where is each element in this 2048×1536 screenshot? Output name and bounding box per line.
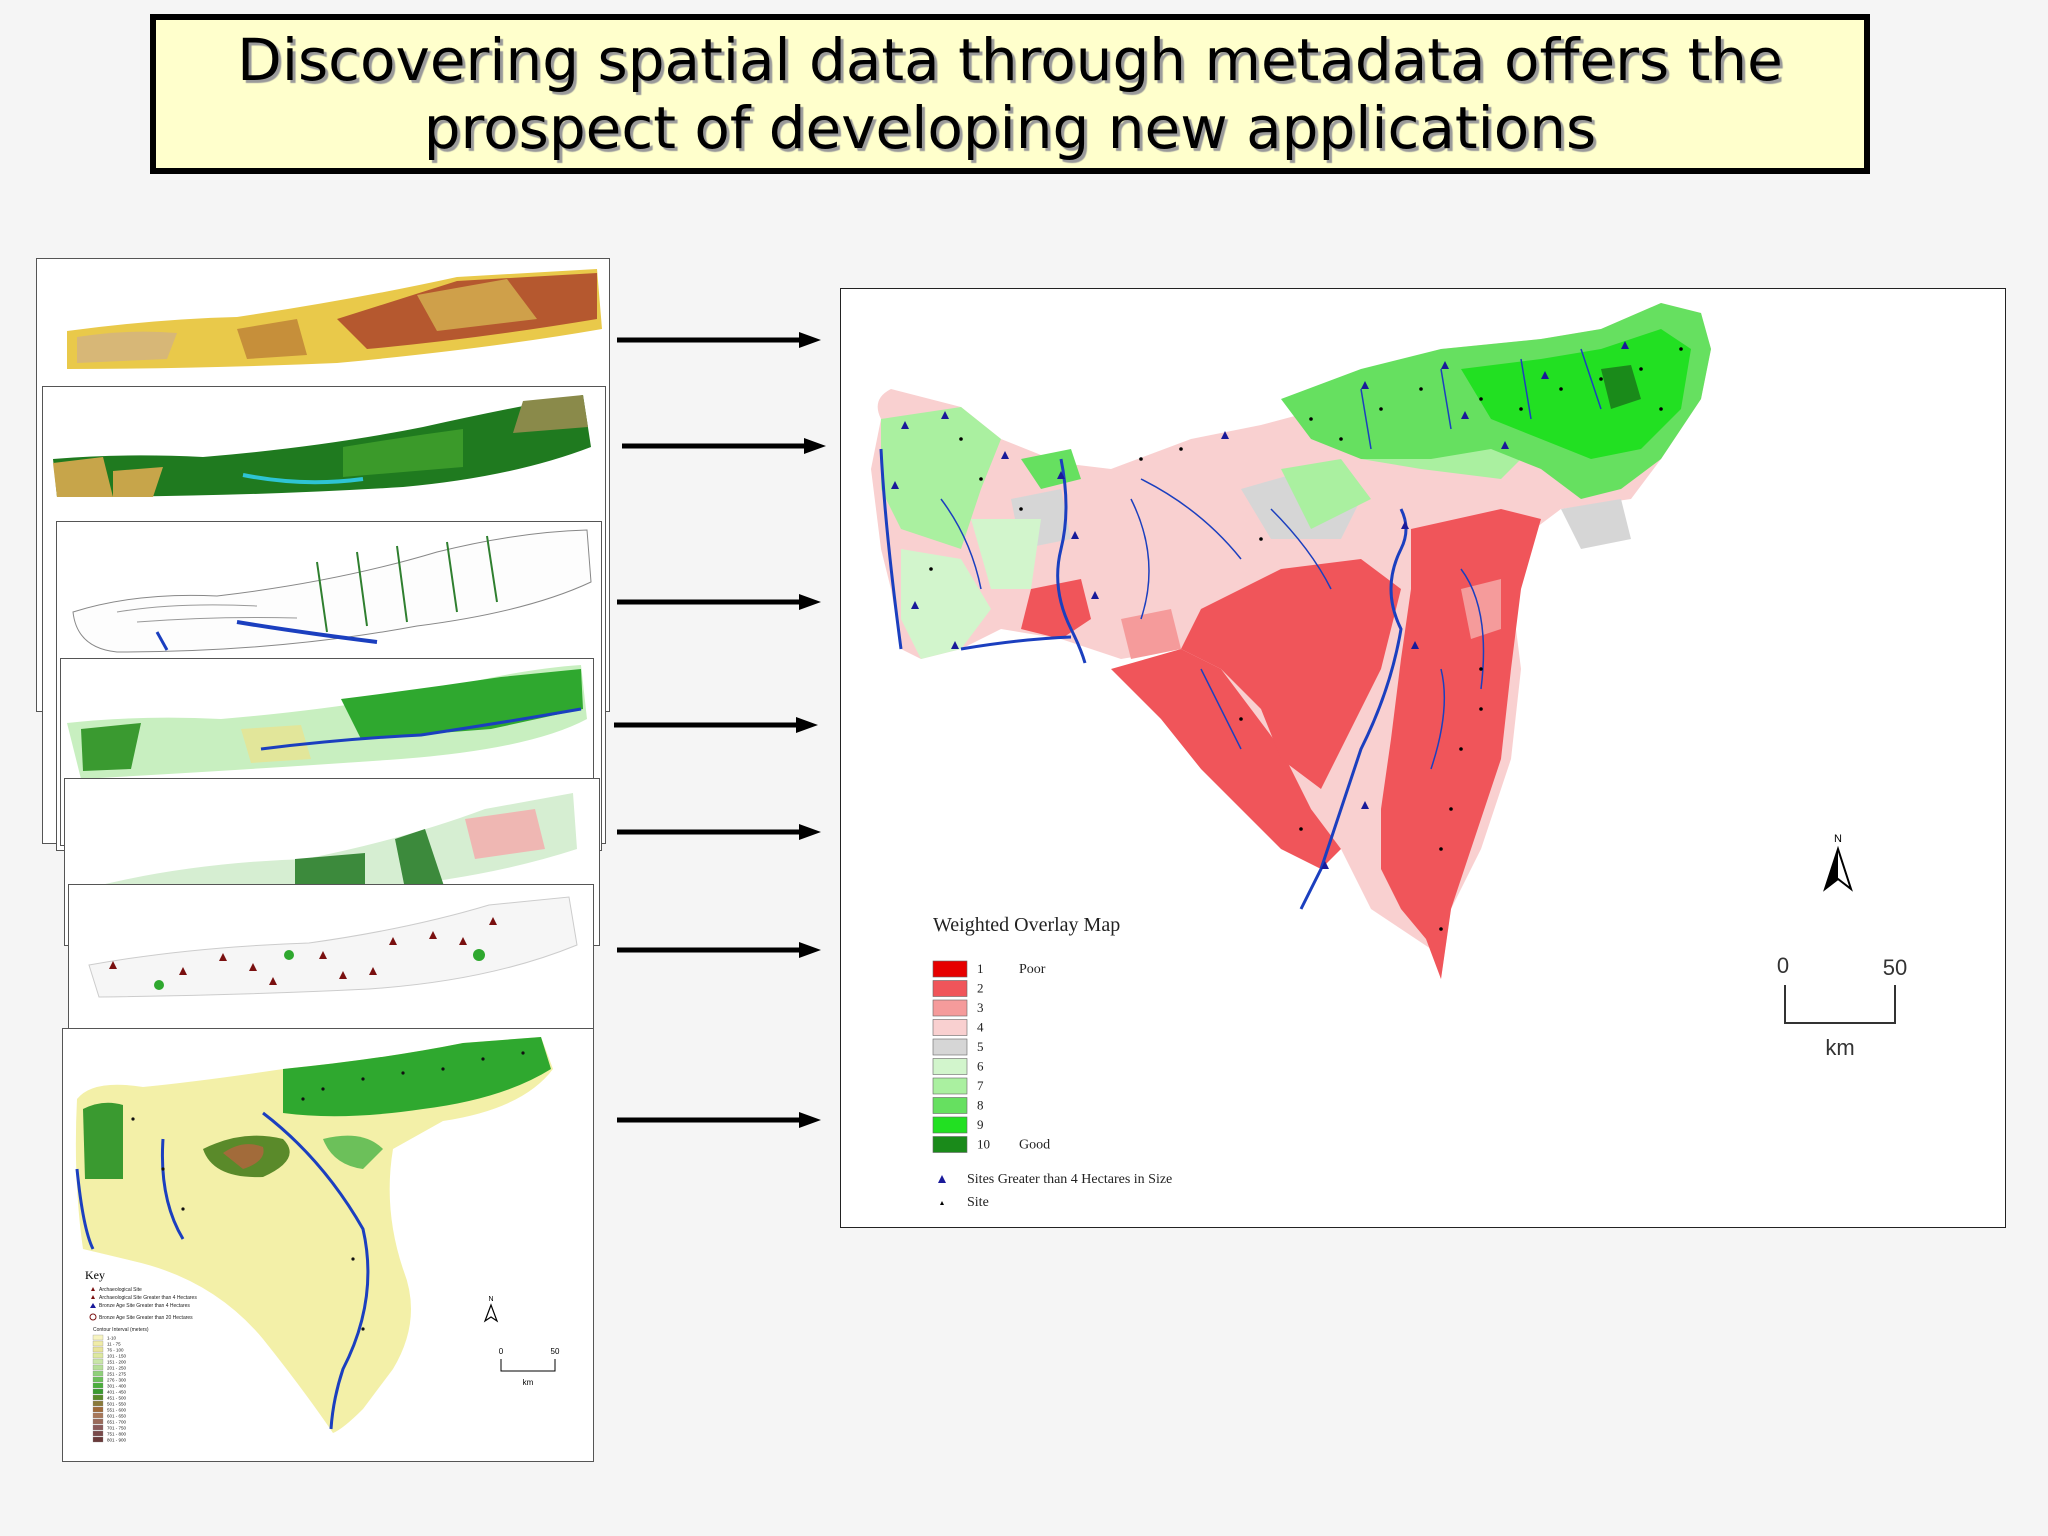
contour-swatch bbox=[92, 1400, 104, 1407]
contour-swatch bbox=[92, 1382, 104, 1389]
legend-swatch bbox=[932, 1116, 968, 1134]
legend-class-label: 9 bbox=[977, 1117, 984, 1132]
contour-label: 11 - 75 bbox=[107, 1342, 121, 1347]
legend-swatch bbox=[932, 1136, 968, 1153]
legend-large-sites-label: Sites Greater than 4 Hectares in Size bbox=[967, 1172, 1172, 1187]
legend-class-description: Poor bbox=[1019, 962, 1046, 977]
contour-swatch bbox=[92, 1388, 104, 1395]
legend-class-label: 6 bbox=[977, 1059, 984, 1074]
legend-class-label: 5 bbox=[977, 1039, 984, 1054]
legend-class-description: Good bbox=[1019, 1138, 1050, 1153]
contour-label: 76 - 100 bbox=[107, 1348, 124, 1353]
contour-swatch bbox=[92, 1364, 104, 1371]
contour-swatch bbox=[92, 1406, 104, 1413]
contour-label: 701 - 750 bbox=[107, 1426, 127, 1431]
legend-class-label: 3 bbox=[977, 1000, 984, 1015]
elevation-key-title: Key bbox=[85, 1268, 105, 1282]
contour-swatch bbox=[92, 1418, 104, 1425]
legend-title: Weighted Overlay Map bbox=[933, 914, 1120, 936]
legend-site-label: Site bbox=[967, 1195, 989, 1210]
contour-swatch bbox=[92, 1352, 104, 1359]
contour-label: 251 - 275 bbox=[107, 1372, 127, 1377]
contour-swatch bbox=[92, 1334, 104, 1341]
elevation-key-item: Archaeological Site bbox=[99, 1287, 142, 1293]
legend-class-label: 10 bbox=[977, 1137, 990, 1152]
svg-text:km: km bbox=[1825, 1035, 1854, 1060]
legend-swatch bbox=[932, 1058, 968, 1075]
contour-label: 801 - 900 bbox=[107, 1438, 127, 1443]
contour-label: 751 - 800 bbox=[107, 1432, 127, 1437]
legend-class-label: 1 bbox=[977, 961, 984, 976]
svg-text:0: 0 bbox=[1777, 953, 1789, 978]
contour-label: 601 - 650 bbox=[107, 1414, 127, 1419]
arrow-hydrology bbox=[617, 594, 821, 610]
weighted-overlay-map: Weighted Overlay Map 1 Poor 2 3 4 5 6 7 8 9 10 Good… bbox=[840, 288, 2006, 1228]
contour-label: 501 - 550 bbox=[107, 1402, 127, 1407]
contour-label: 401 - 450 bbox=[107, 1390, 127, 1395]
contour-swatch bbox=[92, 1430, 104, 1437]
weighted-overlay-legend: 1 Poor 2 3 4 5 6 7 8 9 10 Good bbox=[932, 960, 1050, 1153]
legend-swatch bbox=[932, 980, 968, 997]
legend-class-label: 8 bbox=[977, 1098, 984, 1113]
arrow-geology bbox=[617, 332, 821, 348]
contour-swatch bbox=[92, 1394, 104, 1401]
elevation-key-item: Bronze Age Site Greater than 4 Hectares bbox=[99, 1303, 190, 1309]
contour-swatch bbox=[92, 1340, 104, 1347]
legend-swatch bbox=[932, 999, 968, 1017]
scale-bar: 0 50 km bbox=[1777, 953, 1907, 1060]
arrow-elevation bbox=[617, 1112, 821, 1128]
contour-label: 451 - 500 bbox=[107, 1396, 127, 1401]
elevation-layer-map: Key Archaeological Site Archaeological S… bbox=[62, 1028, 594, 1462]
legend-swatch bbox=[932, 1019, 968, 1036]
elevation-key-item: Archaeological Site Greater than 4 Hecta… bbox=[99, 1295, 197, 1301]
north-arrow: N bbox=[1823, 833, 1853, 892]
legend-class-label: 2 bbox=[977, 981, 984, 996]
contour-swatch bbox=[92, 1436, 104, 1443]
elevation-key-item: Bronze Age Site Greater than 20 Hectares bbox=[99, 1315, 193, 1321]
legend-swatch bbox=[932, 1038, 968, 1056]
legend-swatch bbox=[932, 1097, 968, 1114]
svg-text:0: 0 bbox=[499, 1347, 504, 1356]
contour-swatch bbox=[92, 1370, 104, 1377]
title-line-1: Discovering spatial data through metadat… bbox=[237, 26, 1783, 94]
contour-swatch bbox=[92, 1412, 104, 1419]
elevation-north-arrow: N bbox=[483, 1296, 499, 1323]
legend-class-label: 7 bbox=[977, 1078, 984, 1093]
contour-label: 201 - 250 bbox=[107, 1366, 127, 1371]
contour-label: 276 - 300 bbox=[107, 1378, 127, 1383]
elevation-north-label: N bbox=[488, 1296, 493, 1303]
contour-swatch bbox=[92, 1346, 104, 1353]
contour-label: 1-10 bbox=[107, 1336, 117, 1341]
arrow-archaeological-sites bbox=[617, 942, 821, 958]
arrow-vegetation bbox=[614, 717, 818, 733]
contour-swatch bbox=[92, 1376, 104, 1383]
contour-swatch bbox=[92, 1424, 104, 1431]
title-line-2: prospect of developing new applications bbox=[423, 94, 1597, 162]
contour-swatch bbox=[92, 1358, 104, 1365]
slide-title-box: Discovering spatial data through metadat… bbox=[150, 14, 1870, 174]
arrow-soils bbox=[617, 824, 821, 840]
small-site-symbol bbox=[940, 1201, 944, 1205]
contour-label: 551 - 600 bbox=[107, 1408, 127, 1413]
elevation-contour-title: Contour Interval (meters) bbox=[93, 1327, 149, 1333]
svg-text:km: km bbox=[523, 1378, 534, 1387]
contour-label: 151 - 200 bbox=[107, 1360, 127, 1365]
elevation-scale-bar: 0 50 km bbox=[499, 1347, 560, 1387]
contour-label: 301 - 400 bbox=[107, 1384, 127, 1389]
legend-swatch bbox=[932, 1077, 968, 1095]
svg-text:50: 50 bbox=[1883, 955, 1907, 980]
svg-text:50: 50 bbox=[551, 1347, 560, 1356]
contour-label: 651 - 700 bbox=[107, 1420, 127, 1425]
north-label: N bbox=[1834, 833, 1842, 845]
contour-label: 101 - 150 bbox=[107, 1354, 127, 1359]
large-site-symbol bbox=[938, 1175, 946, 1183]
legend-class-label: 4 bbox=[977, 1020, 984, 1035]
legend-swatch bbox=[932, 960, 968, 978]
arrow-land-cover bbox=[622, 438, 826, 454]
